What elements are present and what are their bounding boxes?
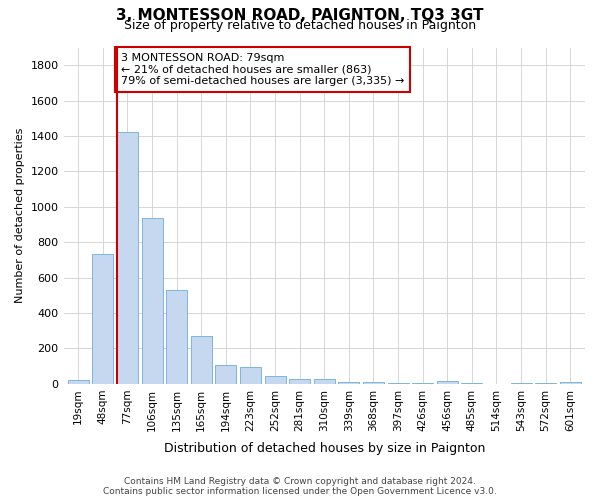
Bar (240, 368, 261, 384)
Bar (68, 380, 89, 384)
Bar (265, 376, 286, 384)
Text: Contains HM Land Registry data © Crown copyright and database right 2024.
Contai: Contains HM Land Registry data © Crown c… (103, 476, 497, 496)
Bar (191, 336, 212, 384)
X-axis label: Distribution of detached houses by size in Paignton: Distribution of detached houses by size … (164, 442, 485, 455)
Text: 3, MONTESSON ROAD, PAIGNTON, TQ3 3GT: 3, MONTESSON ROAD, PAIGNTON, TQ3 3GT (116, 8, 484, 22)
Bar (92, 254, 113, 384)
Bar (166, 290, 187, 384)
Bar (215, 366, 236, 384)
Bar (437, 382, 458, 384)
Text: 3 MONTESSON ROAD: 79sqm
← 21% of detached houses are smaller (863)
79% of semi-d: 3 MONTESSON ROAD: 79sqm ← 21% of detache… (121, 53, 404, 86)
Y-axis label: Number of detached properties: Number of detached properties (15, 128, 25, 304)
Bar (314, 380, 335, 384)
Bar (560, 382, 581, 384)
Text: Size of property relative to detached houses in Paignton: Size of property relative to detached ho… (124, 19, 476, 32)
Bar (142, 218, 163, 384)
Bar (338, 382, 359, 384)
Bar (117, 132, 138, 384)
Bar (388, 383, 409, 384)
Bar (363, 382, 384, 384)
Bar (289, 379, 310, 384)
